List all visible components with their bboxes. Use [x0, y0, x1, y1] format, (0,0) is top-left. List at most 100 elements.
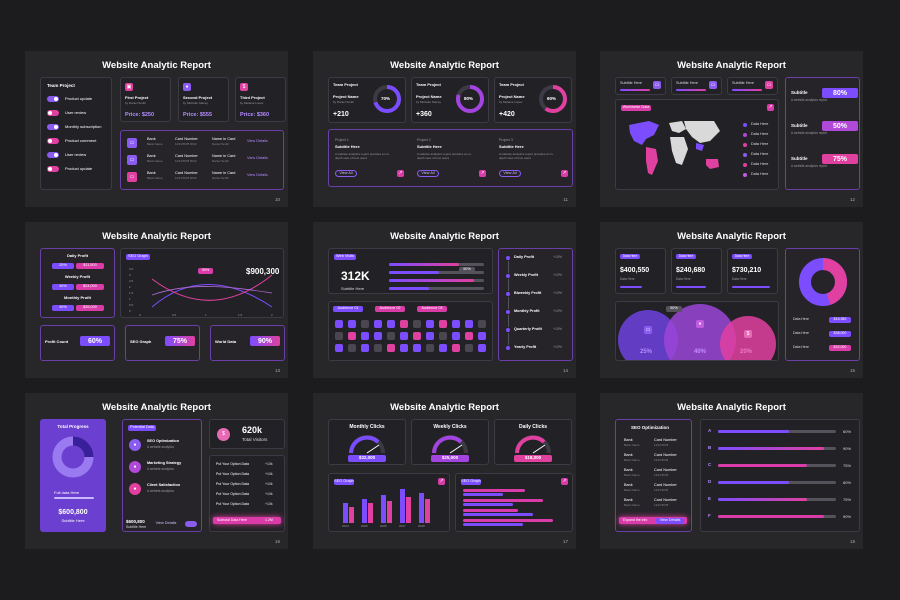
- heat-cell: [387, 332, 395, 340]
- bar-purple: [362, 499, 367, 523]
- row-label: Data Here: [793, 331, 809, 335]
- x-tick: 0: [139, 313, 141, 317]
- option-label: Put Your Option Data: [216, 492, 249, 496]
- sub-label: Project 3: [499, 138, 513, 142]
- slide-title: Website Analytic Report: [677, 402, 786, 413]
- card-pname: Project Name: [499, 94, 525, 99]
- visitors-panel: $ 620k Total Visitors: [209, 419, 285, 449]
- toggle-label: User review: [65, 110, 87, 115]
- heat-cell: [426, 332, 434, 340]
- toggle-switch[interactable]: [47, 110, 59, 116]
- potential-label: Potential Data: [128, 425, 156, 431]
- tile-bar: [620, 286, 642, 288]
- slide-title: Website Analytic Report: [390, 402, 499, 413]
- toggle-label: Product update: [65, 166, 93, 171]
- option-value: +10k: [265, 462, 273, 466]
- slide-12[interactable]: Website Analytic Report Worldwide Data ↗…: [600, 51, 863, 207]
- slide-18[interactable]: Website Analytic Report SEO Optimization…: [600, 393, 863, 549]
- seo-bank-name: Bank Name: [624, 473, 640, 477]
- y-tick: 2.5: [129, 279, 134, 283]
- toggle-switch[interactable]: [47, 124, 59, 130]
- world-map: [629, 121, 720, 175]
- toggle-switch[interactable]: [47, 152, 59, 158]
- foot-toggle[interactable]: [185, 521, 197, 527]
- sub-title: Subtitle Here: [335, 144, 360, 149]
- list-connector: [507, 261, 509, 273]
- gauge-needle: [532, 444, 546, 454]
- left-chart-expand-icon[interactable]: ↗: [438, 478, 445, 485]
- seo-bank: Bank: [624, 468, 633, 472]
- slide-16[interactable]: Website Analytic Report Total Progress F…: [25, 393, 288, 549]
- tp-value: $600,800: [58, 509, 88, 516]
- map-expand-icon[interactable]: ↗: [767, 104, 774, 111]
- sub-title: Subtitle Here: [499, 144, 524, 149]
- tab-icon: ▭: [653, 81, 661, 89]
- letter-key: C: [708, 462, 712, 467]
- tp-title: Total Progress: [57, 424, 89, 429]
- audience-tab[interactable]: Audience 01: [333, 306, 363, 312]
- bank-label: Bank: [147, 137, 156, 141]
- stat-pct: 80%: [822, 88, 858, 98]
- heat-cell: [465, 344, 473, 352]
- profit-amount: $11,500: [76, 263, 104, 269]
- visit-track-4: [389, 287, 484, 290]
- x-tick: 1: [205, 313, 207, 317]
- view-details-link[interactable]: View Details: [247, 173, 268, 177]
- bar-pink: [387, 501, 392, 523]
- heat-cell: [387, 344, 395, 352]
- bar-purple: [381, 495, 386, 523]
- tile-tag: Data Here: [732, 254, 752, 259]
- foot-link[interactable]: View Details: [155, 521, 177, 525]
- stat-pct: 50%: [822, 121, 858, 131]
- slide-14[interactable]: Website Analytic Report Web Visits 312K …: [313, 222, 576, 378]
- audience-tab[interactable]: Audience 03: [417, 306, 447, 312]
- legend-label: Data Here: [751, 152, 769, 156]
- y-tick: 3: [129, 273, 131, 277]
- sub-title: Subtitle Here: [417, 144, 442, 149]
- bubble-pct: 40%: [694, 349, 707, 355]
- hbar-purple: [463, 503, 513, 506]
- toggle-switch[interactable]: [47, 138, 59, 144]
- toggle-switch[interactable]: [47, 166, 59, 172]
- slide-13[interactable]: Website Analytic Report SEO Graph 30% $9…: [25, 222, 288, 378]
- project-price: Price: $555: [183, 112, 213, 118]
- view-all-button[interactable]: View All: [417, 170, 439, 177]
- arrow-icon[interactable]: ↗: [479, 170, 486, 177]
- slide-17[interactable]: Website Analytic Report SEO Graph ↗ SEO …: [313, 393, 576, 549]
- heat-cell: [478, 344, 486, 352]
- stat-pct: 75%: [822, 154, 858, 164]
- heat-cell: [361, 332, 369, 340]
- letter-key: D: [708, 479, 712, 484]
- legend-dot: [743, 143, 747, 147]
- tab-icon: ▭: [765, 81, 773, 89]
- heat-cell: [387, 320, 395, 328]
- view-all-button[interactable]: View All: [335, 170, 357, 177]
- heat-cell: [452, 344, 460, 352]
- bank-name: Bank Name: [147, 159, 163, 163]
- arrow-icon[interactable]: ↗: [397, 170, 404, 177]
- right-chart-expand-icon[interactable]: ↗: [561, 478, 568, 485]
- slide-10[interactable]: Website Analytic Report Team Project 10 …: [25, 51, 288, 207]
- audience-tab[interactable]: Audience 02: [375, 306, 405, 312]
- view-details-link[interactable]: View Details: [247, 156, 268, 160]
- slide-11[interactable]: Website Analytic Report 11 Team Project P…: [313, 51, 576, 207]
- legend-dot: [743, 133, 747, 137]
- name-value: Daniel Smith: [212, 176, 230, 180]
- seo-line-chart: [151, 274, 273, 308]
- seo-btn-link[interactable]: View Details: [656, 517, 684, 524]
- stat-desc: A website analytics report: [791, 98, 828, 102]
- view-details-link[interactable]: View Details: [247, 139, 268, 143]
- card-pname: Project Name: [333, 94, 359, 99]
- bubble-pct: 20%: [740, 349, 753, 355]
- view-all-button[interactable]: View All: [499, 170, 521, 177]
- profit-amount: $24,000: [76, 284, 104, 290]
- arrow-icon[interactable]: ↗: [561, 170, 568, 177]
- bubble-panel: 50% ▭ ♦ $: [615, 301, 779, 361]
- list-label: Yearly Profit: [514, 345, 537, 349]
- tab-underline: [620, 89, 650, 91]
- gauge-fill: [349, 435, 380, 454]
- slide-15[interactable]: Website Analytic Report 50% ▭ ♦ $ 15 Dat…: [600, 222, 863, 378]
- team-card: [411, 77, 489, 123]
- toggle-switch[interactable]: [47, 96, 59, 102]
- legend-dot: [743, 123, 747, 127]
